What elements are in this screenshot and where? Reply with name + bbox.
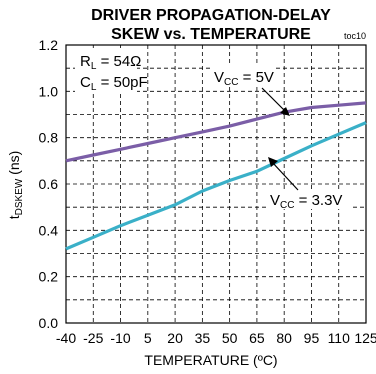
- condition-cl-value: = 50pF: [96, 74, 147, 91]
- series-lines: [65, 101, 367, 251]
- y-axis-label: tDSKEW (ns): [6, 151, 25, 220]
- annotation-3v3-sub: CC: [280, 200, 294, 211]
- y-tick-label: 0.8: [39, 130, 59, 146]
- annotation-3v3-base: V: [270, 192, 280, 209]
- plot-frame: [65, 44, 367, 324]
- x-tick-label: -25: [83, 330, 103, 346]
- annotation-5v-base: V: [214, 69, 224, 86]
- y-tick-label: 0.0: [39, 315, 59, 331]
- y-tick-label: 0.4: [39, 222, 59, 238]
- x-tick-label: -10: [110, 330, 130, 346]
- x-axis-label: TEMPERATURE (ºC): [144, 352, 277, 368]
- series-line-vcc-3v3: [65, 121, 367, 251]
- condition-rl: RL = 54Ω: [80, 53, 141, 72]
- conditions-box: [75, 48, 137, 94]
- x-tick-label: 110: [328, 330, 351, 346]
- chart-title-line-2: SKEW vs. TEMPERATURE: [111, 26, 311, 43]
- x-tick-label: 80: [276, 330, 292, 346]
- x-axis: -40 -25 -10 5 20 35 50 65 80 95 110 125: [56, 330, 376, 346]
- x-tick-label: 20: [167, 330, 183, 346]
- chart-title-line-1: DRIVER PROPAGATION-DELAY: [91, 7, 331, 24]
- annotation-3v3-box: [266, 189, 350, 209]
- x-tick-label: 50: [222, 330, 238, 346]
- annotation-3v3-value: = 3.3V: [294, 192, 342, 209]
- y-axis-label-base: t: [6, 215, 22, 219]
- series-line-vcc-5v: [65, 101, 367, 163]
- condition-rl-sub: L: [91, 61, 97, 72]
- annotation-3v3-arrow: [271, 161, 299, 191]
- condition-cl: CL = 50pF: [80, 74, 148, 93]
- condition-rl-base: R: [80, 53, 91, 70]
- x-tick-label: 35: [195, 330, 211, 346]
- condition-cl-sub: L: [91, 82, 97, 93]
- annotation-vcc-5v: VCC = 5V: [214, 69, 274, 88]
- condition-cl-base: C: [80, 74, 91, 91]
- condition-rl-value: = 54Ω: [96, 53, 141, 70]
- y-tick-label: 0.2: [39, 269, 59, 285]
- annotation-5v-box: [210, 66, 276, 86]
- y-axis: 0.0 0.2 0.4 0.6 0.8 1.0 1.2: [39, 37, 59, 331]
- annotation-3v3-arrowhead: [268, 157, 278, 167]
- x-tick-label: 65: [249, 330, 265, 346]
- y-tick-label: 0.6: [39, 176, 59, 192]
- y-tick-label: 1.0: [39, 83, 59, 99]
- y-axis-label-sub: DSKEW: [14, 178, 25, 215]
- figure-tag: toc10: [344, 31, 366, 41]
- annotation-5v-arrow: [261, 87, 287, 113]
- x-tick-label: -40: [56, 330, 76, 346]
- annotation-5v-value: = 5V: [238, 69, 273, 86]
- annotation-5v-sub: CC: [224, 77, 238, 88]
- x-tick-label: 95: [304, 330, 320, 346]
- y-tick-label: 1.2: [39, 37, 59, 53]
- x-tick-label: 125: [354, 330, 376, 346]
- annotation-5v-arrowhead: [280, 107, 290, 116]
- annotation-vcc-3v3: VCC = 3.3V: [270, 192, 342, 211]
- x-tick-label: 5: [144, 330, 152, 346]
- y-axis-label-unit: (ns): [6, 151, 22, 179]
